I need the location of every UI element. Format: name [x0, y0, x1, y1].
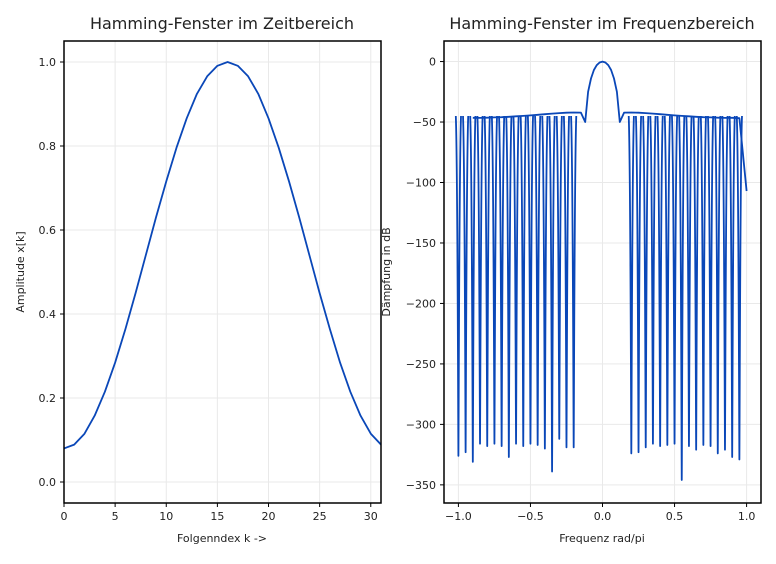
y-tick-label: −50 [413, 116, 436, 129]
time-domain-plot: Hamming-Fenster im Zeitbereich 0 5 10 15 20 2… [14, 14, 382, 545]
time-domain-grid [63, 41, 381, 503]
y-tick-label: 0.4 [39, 308, 57, 321]
time-domain-axes-frame [63, 40, 382, 504]
frequency-null-spike [526, 115, 534, 445]
frequency-null-spike [469, 115, 477, 463]
frequency-null-spike [671, 115, 679, 445]
frequency-null-spike [663, 115, 671, 446]
y-tick-label: −150 [406, 237, 436, 250]
frequency-null-spike [562, 115, 570, 449]
frequency-null-spike [707, 115, 715, 448]
x-tick-label: 20 [262, 510, 276, 523]
y-tick-label: −250 [406, 358, 436, 371]
x-tick-label: −0.5 [517, 510, 544, 523]
frequency-null-spike [721, 115, 729, 451]
time-domain-xlabel: Folgenndex k -> [177, 532, 267, 545]
time-domain-series-line [64, 61, 381, 450]
frequency-domain-ticks: −1.0 −0.5 0.0 0.5 1.0 0 −50 −100 −150 −200 −250 −30… [406, 56, 756, 523]
x-tick-label: −1.0 [445, 510, 472, 523]
frequency-null-spike [541, 115, 549, 450]
frequency-null-spike [635, 115, 643, 454]
y-tick-label: −200 [406, 297, 436, 310]
frequency-null-spike [534, 115, 542, 446]
frequency-null-spike [735, 115, 743, 461]
x-tick-label: 0.0 [594, 510, 612, 523]
x-tick-label: 0 [61, 510, 68, 523]
frequency-null-spike [728, 115, 736, 458]
frequency-null-spike [699, 115, 707, 446]
frequency-null-spike [692, 115, 700, 451]
frequency-null-spike [678, 115, 686, 481]
frequency-null-spike [505, 115, 513, 458]
y-tick-label: −100 [406, 177, 436, 190]
y-tick-label: 0.2 [39, 392, 57, 405]
frequency-null-spike [476, 115, 484, 445]
frequency-null-spike [498, 115, 506, 448]
time-domain-ylabel: Amplitude x[k] [14, 231, 27, 312]
x-tick-label: 10 [159, 510, 173, 523]
frequency-null-spike [714, 115, 722, 455]
frequency-domain-grid [444, 41, 761, 503]
frequency-domain-ylabel: Dämpfung in dB [380, 227, 393, 316]
x-tick-label: 5 [112, 510, 119, 523]
frequency-null-spike [627, 115, 635, 455]
x-tick-label: 25 [313, 510, 327, 523]
y-tick-label: −350 [406, 479, 436, 492]
y-tick-label: 0.0 [39, 476, 57, 489]
y-tick-label: 1.0 [39, 56, 57, 69]
frequency-null-spike [548, 115, 556, 473]
x-tick-label: 1.0 [738, 510, 756, 523]
x-tick-label: 30 [364, 510, 378, 523]
y-tick-label: 0.6 [39, 224, 57, 237]
x-tick-label: 0.5 [666, 510, 684, 523]
frequency-null-spike [642, 115, 650, 449]
frequency-null-spike [490, 115, 498, 445]
frequency-null-spike [570, 115, 578, 449]
frequency-domain-xlabel: Frequenz rad/pi [559, 532, 645, 545]
time-domain-title: Hamming-Fenster im Zeitbereich [90, 14, 354, 33]
frequency-domain-title: Hamming-Fenster im Frequenzbereich [449, 14, 754, 33]
frequency-null-spike [555, 115, 563, 440]
time-domain-ticks: 0 5 10 15 20 25 30 0.0 0.2 0.4 0.6 0.8 1.0 [39, 56, 378, 523]
frequency-null-spike [685, 115, 693, 448]
y-tick-label: 0.8 [39, 140, 57, 153]
y-tick-label: −300 [406, 418, 436, 431]
frequency-null-spike [519, 115, 527, 448]
frequency-null-spike [512, 115, 520, 445]
y-tick-label: 0 [429, 56, 436, 69]
frequency-null-spike [656, 115, 664, 448]
frequency-null-spike [483, 115, 491, 448]
frequency-null-spike [462, 115, 470, 454]
x-tick-label: 15 [210, 510, 224, 523]
frequency-null-spike [649, 115, 657, 445]
frequency-null-spike [454, 115, 462, 457]
frequency-domain-series [454, 60, 748, 481]
frequency-domain-plot: Hamming-Fenster im Frequenzbereich −1.0−… [380, 14, 762, 545]
